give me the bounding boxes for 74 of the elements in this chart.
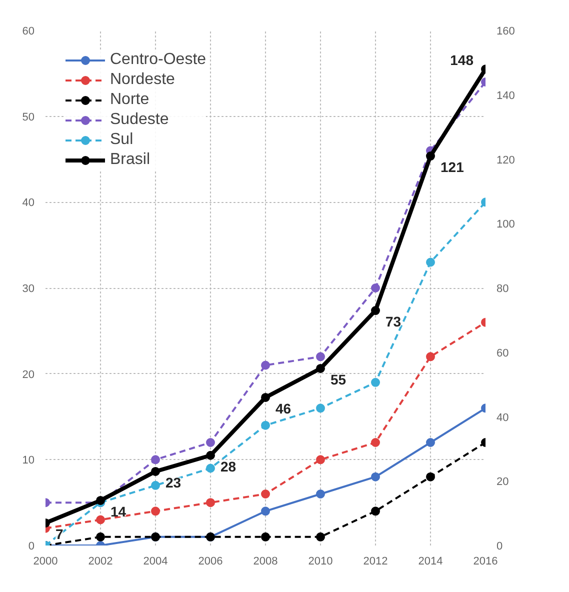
point — [151, 466, 160, 476]
point — [96, 515, 105, 524]
point — [426, 258, 435, 267]
point — [206, 438, 215, 447]
data-label: 14 — [110, 503, 126, 520]
point — [206, 450, 215, 460]
data-label: 121 — [440, 159, 464, 176]
point — [261, 360, 270, 370]
data-label: 7 — [56, 526, 64, 542]
legend-label: Centro-Oeste — [110, 51, 206, 69]
point — [316, 490, 325, 498]
legend-label: Sul — [110, 131, 134, 149]
point — [316, 532, 325, 542]
point — [371, 438, 380, 447]
y2-tick-label: 0 — [496, 540, 503, 552]
y-tick-label: 0 — [28, 540, 35, 552]
x-tick-label: 2006 — [198, 556, 223, 568]
point — [261, 420, 270, 430]
y-tick-label: 30 — [22, 283, 35, 295]
y2-tick-label: 80 — [496, 283, 509, 295]
point — [151, 455, 160, 464]
y2-tick-label: 60 — [496, 347, 509, 360]
y-tick-label: 20 — [22, 368, 35, 381]
point — [426, 438, 435, 447]
y2-tick-label: 160 — [496, 26, 515, 38]
y2-tick-label: 120 — [496, 154, 515, 166]
point — [371, 306, 380, 316]
legend-label: Sudeste — [110, 111, 169, 129]
data-label: 28 — [220, 458, 236, 474]
point — [261, 392, 270, 402]
point — [261, 532, 270, 542]
point — [96, 496, 105, 505]
point — [426, 472, 435, 482]
y-tick-label: 60 — [22, 26, 35, 38]
y-tick-label: 50 — [22, 111, 35, 124]
point — [371, 472, 380, 482]
y-tick-label: 10 — [22, 454, 35, 467]
x-tick-label: 2016 — [473, 556, 498, 568]
legend-label: Nordeste — [110, 71, 175, 89]
y2-tick-label: 100 — [496, 218, 515, 231]
data-label: 73 — [386, 314, 402, 330]
x-tick-label: 2008 — [253, 556, 278, 568]
point — [371, 506, 380, 516]
x-tick-label: 2012 — [363, 556, 388, 568]
x-tick-label: 2010 — [308, 556, 333, 568]
point — [206, 464, 215, 473]
data-label: 46 — [276, 400, 292, 416]
point — [261, 506, 270, 516]
point — [316, 455, 325, 464]
point — [371, 284, 380, 292]
y2-tick-label: 40 — [496, 412, 509, 424]
point — [371, 378, 380, 387]
point — [316, 352, 325, 362]
point — [316, 364, 325, 373]
point — [206, 498, 215, 508]
point — [316, 404, 325, 413]
y2-tick-label: 20 — [496, 476, 509, 488]
data-label: 55 — [330, 371, 346, 388]
point — [261, 490, 270, 498]
x-tick-label: 2002 — [88, 556, 113, 568]
point — [426, 152, 435, 161]
point — [96, 532, 105, 542]
data-label: 23 — [166, 474, 182, 490]
point — [151, 480, 160, 490]
y2-tick-label: 140 — [496, 90, 515, 102]
data-label: 148 — [450, 52, 474, 68]
x-tick-label: 2000 — [33, 556, 58, 568]
legend-label: Norte — [110, 91, 150, 109]
point — [426, 352, 435, 362]
x-tick-label: 2014 — [418, 556, 443, 568]
x-tick-label: 2004 — [143, 556, 168, 568]
point — [151, 506, 160, 516]
legend-label: Brasil — [110, 151, 150, 169]
y-tick-label: 40 — [22, 197, 35, 210]
